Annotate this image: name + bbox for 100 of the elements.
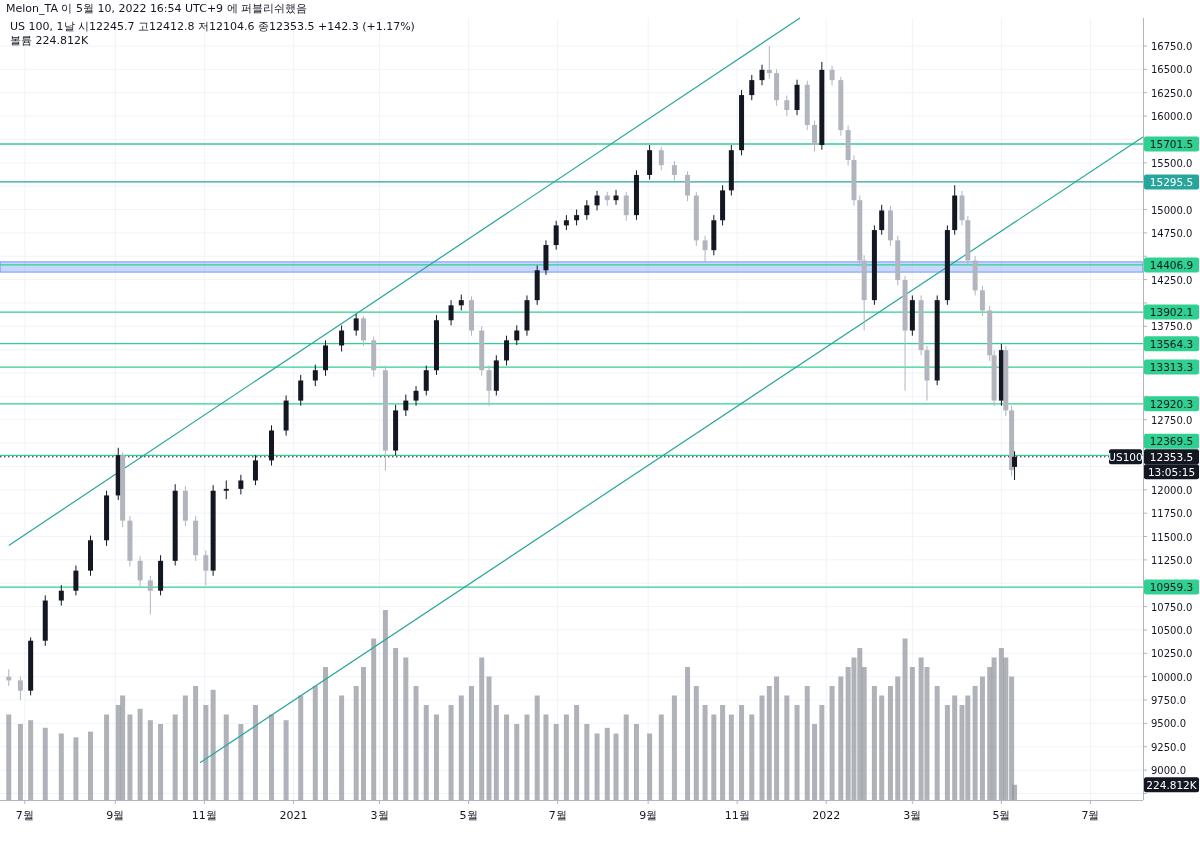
candlestick — [784, 95, 790, 117]
bar — [371, 638, 377, 800]
bar — [137, 708, 143, 800]
candlestick — [979, 285, 985, 317]
bar — [458, 695, 464, 800]
bar — [524, 714, 530, 800]
bar — [563, 714, 569, 800]
bar — [711, 714, 717, 800]
ref-line-label: 13313.3 — [1149, 361, 1194, 374]
ref-line-label: 12369.5 — [1149, 435, 1194, 448]
bar — [360, 667, 366, 800]
bar — [543, 714, 549, 800]
x-tick-label: 11월 — [724, 809, 750, 822]
candlestick — [514, 324, 520, 346]
bar — [28, 720, 34, 800]
candlestick — [413, 385, 419, 407]
x-tick-label: 7월 — [15, 809, 34, 822]
bar — [749, 714, 755, 800]
y-tick-label: 10750.0 — [1151, 601, 1193, 613]
bar — [693, 686, 699, 800]
x-tick-label: 9월 — [106, 809, 125, 822]
bar — [972, 686, 978, 800]
candlestick — [504, 335, 510, 367]
y-tick-label: 16500.0 — [1151, 64, 1193, 76]
ref-line-label: 12353.5 — [1149, 450, 1194, 463]
bar — [584, 724, 590, 800]
bar — [120, 695, 126, 800]
y-tick-label: 9500.0 — [1151, 718, 1186, 730]
candlestick — [702, 235, 708, 263]
bar — [887, 686, 893, 800]
ref-line-label: 13564.3 — [1149, 337, 1194, 350]
bar — [252, 705, 258, 800]
candlestick — [553, 220, 559, 251]
bar — [613, 733, 619, 800]
y-tick-label: 12750.0 — [1151, 414, 1193, 426]
y-tick-label: 11500.0 — [1151, 531, 1193, 543]
x-tick-label: 11월 — [191, 809, 217, 822]
candlestick — [298, 374, 304, 407]
bar — [685, 667, 691, 800]
x-tick-label: 5월 — [992, 809, 1011, 822]
bar — [193, 686, 199, 800]
chart-title: 볼륨 224.812K — [10, 34, 89, 47]
y-tick-label: 14250.0 — [1151, 274, 1193, 286]
bar — [759, 695, 765, 800]
bar — [312, 686, 318, 800]
bar — [804, 686, 810, 800]
bar — [838, 676, 844, 800]
bar — [766, 686, 772, 800]
bar — [534, 695, 540, 800]
bar — [73, 737, 79, 800]
bar — [902, 638, 908, 800]
bar — [298, 695, 304, 800]
y-tick-label: 16750.0 — [1151, 41, 1193, 53]
bar — [604, 727, 610, 800]
candlestick — [685, 170, 691, 202]
candlestick — [486, 365, 492, 407]
candlestick — [339, 324, 345, 353]
candlestick — [584, 199, 590, 221]
bar — [934, 686, 940, 800]
y-tick-label: 16250.0 — [1151, 87, 1193, 99]
y-tick-label: 9250.0 — [1151, 741, 1186, 753]
bar — [413, 686, 419, 800]
bar — [203, 705, 209, 800]
candlestick — [360, 315, 366, 347]
annotation: US100 — [1108, 450, 1143, 463]
bar — [812, 724, 818, 800]
candlestick — [353, 313, 359, 337]
ref-line-label: 12920.3 — [1149, 397, 1194, 410]
bar — [339, 695, 345, 800]
y-tick-label: 9000.0 — [1151, 765, 1186, 777]
candlestick — [671, 160, 677, 182]
chart-subtitle: US 100, 1날 시12245.7 고12412.8 저12104.6 종12353.5 +142.3 (+1.17%) — [10, 20, 415, 33]
candlestick — [58, 584, 64, 607]
candlestick — [766, 45, 772, 80]
candlestick — [749, 74, 755, 101]
bar — [423, 705, 429, 800]
candlestick — [759, 64, 765, 86]
bar — [944, 705, 950, 800]
candlestick — [812, 120, 818, 153]
x-tick-label: 7월 — [1081, 809, 1100, 822]
y-tick-label: 10500.0 — [1151, 624, 1193, 636]
x-tick-label: 9월 — [639, 809, 658, 822]
bar — [493, 705, 499, 800]
bar — [158, 724, 164, 800]
bar — [647, 733, 653, 800]
ref-line-label: 13902.1 — [1149, 306, 1194, 319]
y-tick-label: 10000.0 — [1151, 671, 1193, 683]
bar — [671, 695, 677, 800]
candlestick — [73, 564, 79, 596]
candlestick — [879, 204, 885, 236]
bar — [633, 724, 639, 800]
bar — [702, 705, 708, 800]
bar — [393, 648, 399, 800]
candlestick — [623, 191, 629, 222]
text: 13:05:15 — [1147, 465, 1196, 478]
bar — [448, 705, 454, 800]
bar — [979, 676, 985, 800]
y-tick-label: 11250.0 — [1151, 554, 1193, 566]
bar — [991, 657, 997, 800]
candlestick — [312, 364, 318, 387]
